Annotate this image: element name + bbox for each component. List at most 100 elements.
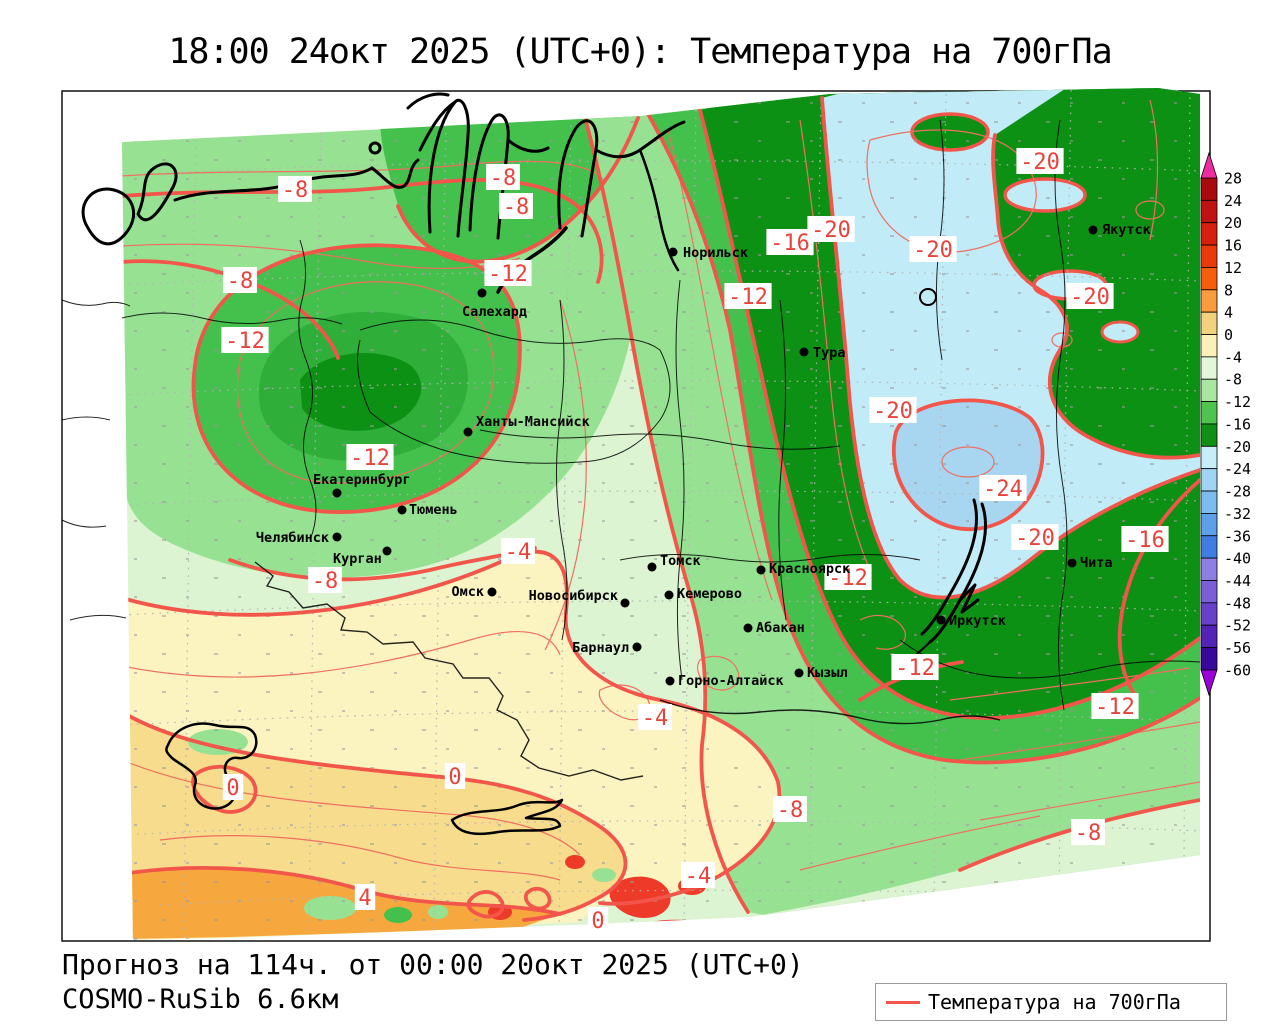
- tura-lake: [919, 288, 937, 306]
- contour-label: -20: [913, 238, 953, 263]
- contour-label: -20: [811, 218, 851, 243]
- contour-label: -20: [1070, 285, 1110, 310]
- colorbar-segment: [1200, 289, 1218, 313]
- contour-label-box: [486, 164, 520, 190]
- arctic-coast: [418, 100, 457, 152]
- contour-label-box: [724, 283, 772, 309]
- contour-label: -8: [282, 178, 309, 203]
- city-markers: Норильск Салехард Ханты-Мансийск Тура Якутск…: [256, 222, 1151, 689]
- city-label: Горно-Алтайск: [678, 673, 784, 689]
- contour-label-box: [444, 763, 466, 789]
- island: [368, 141, 382, 155]
- contour-label: 4: [358, 886, 371, 911]
- novaya-zemlya: [406, 92, 450, 110]
- contour-label-box: [221, 327, 269, 353]
- city-dot: [397, 505, 407, 515]
- city-label: Курган: [333, 551, 382, 567]
- city-label: Барнаул: [572, 640, 629, 656]
- city-label: Иркутск: [949, 613, 1006, 629]
- city-dot: [665, 676, 675, 686]
- contour-label-box: [1091, 693, 1139, 719]
- colorbar-tick-label: 28: [1224, 170, 1242, 188]
- city-label: Екатеринбург: [313, 472, 411, 488]
- contour-label: -24: [983, 477, 1023, 502]
- arctic-coast: [506, 138, 550, 153]
- contour-label: -12: [225, 329, 265, 354]
- city-label: Томск: [660, 553, 701, 569]
- arctic-coast: [370, 158, 420, 189]
- graticule: [122, 89, 1200, 940]
- colorbar-tick-label: -44: [1224, 572, 1251, 590]
- contour-label-box: [824, 564, 872, 590]
- city-label: Кемерово: [677, 586, 742, 602]
- admin-borders: [61, 119, 1201, 781]
- lake-baikal: [920, 498, 978, 636]
- city-label: Новосибирск: [529, 588, 618, 604]
- colorbar-tick-label: 12: [1224, 259, 1242, 277]
- contour-label-box: [1121, 526, 1169, 552]
- city-dot: [664, 590, 674, 600]
- colorbar-tick-label: 20: [1224, 214, 1242, 232]
- contour-label: -8: [227, 269, 254, 294]
- colorbar-segment: [1200, 624, 1218, 648]
- colorbar-tick-label: -24: [1224, 460, 1251, 478]
- colorbar-tick-label: 8: [1224, 281, 1233, 299]
- colorbar-segment: [1200, 401, 1218, 425]
- contour-label: 0: [448, 765, 461, 790]
- city-dot: [647, 562, 657, 572]
- colorbar-segment: [1200, 423, 1218, 447]
- colorbar-tick-label: -20: [1224, 438, 1251, 456]
- legend-label: Температура на 700гПа: [928, 990, 1181, 1014]
- contour-label-box: [891, 654, 939, 680]
- contour-label: -16: [1125, 528, 1165, 553]
- colorbar-segment: [1200, 535, 1218, 559]
- contour-label-box: [499, 193, 533, 219]
- contour-label-box: [484, 260, 532, 286]
- contour-label-box: [501, 538, 535, 564]
- contour-label-box: [1011, 524, 1059, 550]
- contour-label: -12: [895, 656, 935, 681]
- lake-balkhash: [450, 798, 564, 836]
- contour-label: -20: [1015, 526, 1055, 551]
- city-dot: [332, 488, 342, 498]
- minor-contours: [122, 99, 1200, 881]
- contour-label: -8: [777, 798, 804, 823]
- contour-label: -20: [873, 399, 913, 424]
- contour-label-box: [1071, 819, 1105, 845]
- contour-label-box: [222, 774, 244, 800]
- colorbar-tick-label: 24: [1224, 192, 1242, 210]
- colorbar-segment: [1200, 647, 1218, 671]
- city-dot: [799, 347, 809, 357]
- city-label: Кызыл: [807, 665, 848, 681]
- legend-line-sample: [886, 1000, 920, 1004]
- contour-label-box: [278, 176, 312, 202]
- page-title: 18:00 24окт 2025 (UTC+0): Температура на…: [168, 32, 1112, 72]
- city-label: Челябинск: [256, 530, 329, 546]
- colorbar: 28 24 20 16 12 8 4 0 -4 -8 -12 -16 -20 -24 -28 -32 -36 -4…: [1200, 151, 1251, 697]
- city-label: Норильск: [683, 245, 748, 261]
- contour-label-box: [1066, 283, 1114, 309]
- colorbar-tick-label: -12: [1224, 393, 1251, 411]
- contour-label-box: [869, 397, 917, 423]
- colorbar-tick-label: 16: [1224, 237, 1242, 255]
- colorbar-segment: [1200, 445, 1218, 470]
- contour-label: -8: [490, 166, 517, 191]
- city-dot: [487, 587, 497, 597]
- contour-label-box: [638, 704, 672, 730]
- city-label: Абакан: [756, 620, 805, 636]
- contour-labels: -8 -8-8-8-12-12-12-12-16-20-20-20-20-20-2…: [221, 148, 1169, 934]
- colorbar-tick-label: -8: [1224, 371, 1242, 389]
- city-dot: [477, 288, 487, 298]
- forecast-info: Прогноз на 114ч. от 00:00 20окт 2025 (UT…: [62, 948, 804, 981]
- contour-label: -8: [312, 569, 339, 594]
- colorbar-segment: [1200, 602, 1218, 626]
- city-label: Омск: [451, 584, 484, 600]
- colorbar-segment: [1200, 513, 1218, 537]
- colorbar-segment: [1200, 356, 1218, 380]
- city-dot: [743, 623, 753, 633]
- city-label: Тура: [813, 345, 846, 361]
- contour-label-box: [909, 236, 957, 262]
- city-label: Якутск: [1102, 222, 1151, 238]
- kanin-coast: [136, 162, 178, 222]
